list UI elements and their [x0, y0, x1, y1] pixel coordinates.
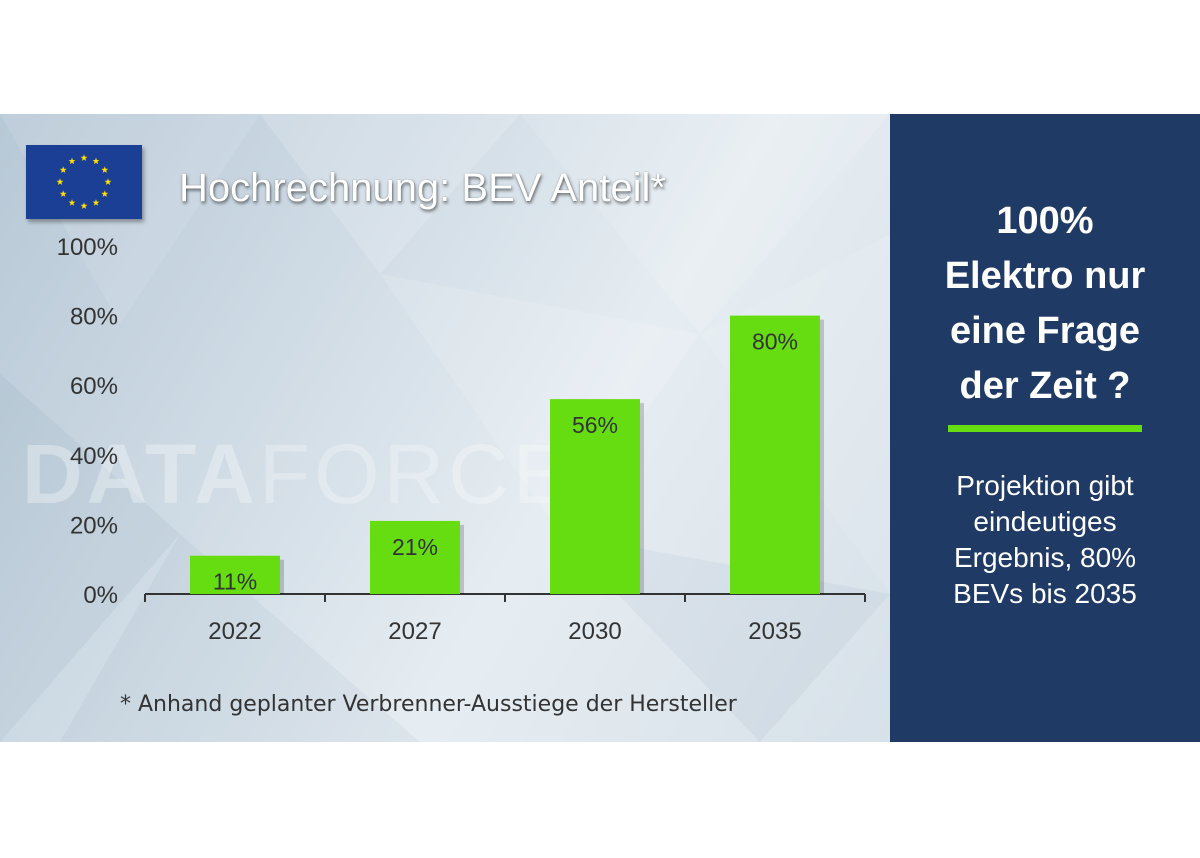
side-panel: 100% Elektro nur eine Frage der Zeit ? Proj…	[890, 114, 1200, 742]
bar-2030	[550, 399, 640, 594]
headline-line: eine Frage	[949, 310, 1141, 352]
x-tick-label: 2022	[208, 618, 261, 645]
side-headline: 100% Elektro nur eine Frage der Zeit ?	[900, 194, 1190, 414]
chart-panel: DATAFORCE Hochrechnung: BEV Anteil* 0% 20…	[0, 114, 890, 742]
bar-2022	[190, 555, 280, 594]
x-tick-label: 2027	[388, 618, 441, 645]
side-body: Projektion gibt eindeutiges Ergebnis, 80% B…	[910, 468, 1180, 612]
bar-value-label: 80%	[752, 329, 798, 355]
body-line: eindeutiges	[973, 506, 1117, 537]
flag-star	[101, 190, 109, 197]
flag-star	[92, 157, 100, 165]
bar-chart: 0% 20% 40% 60% 80% 100% 11% 2022 21% 2027 56% 2030 8…	[57, 234, 866, 645]
watermark-bold: DATA	[22, 427, 259, 521]
flag-star	[104, 178, 112, 185]
y-tick-label: 60%	[70, 373, 118, 400]
flag-star	[59, 190, 67, 197]
slide: DATAFORCE Hochrechnung: BEV Anteil* 0% 20…	[0, 114, 1200, 742]
flag-star	[59, 166, 67, 173]
x-tick-label: 2035	[748, 618, 801, 645]
flag-star	[80, 154, 88, 161]
flag-star	[68, 199, 76, 206]
y-tick-label: 100%	[57, 234, 118, 261]
headline-line: 100%	[996, 200, 1094, 242]
flag-star	[80, 202, 88, 209]
eu-flag-icon	[26, 145, 142, 219]
body-line: Ergebnis, 80%	[953, 542, 1137, 573]
watermark: DATAFORCE	[22, 426, 573, 523]
headline-line: der Zeit ?	[959, 365, 1131, 407]
x-tick-label: 2030	[568, 618, 621, 645]
flag-star	[92, 199, 100, 206]
y-tick-label: 40%	[70, 443, 118, 470]
y-tick-label: 0%	[83, 582, 118, 609]
y-tick-label: 20%	[70, 512, 118, 539]
footnote: * Anhand geplanter Verbrenner-Ausstiege …	[120, 692, 737, 717]
bar-2027	[370, 520, 460, 594]
chart-title: Hochrechnung: BEV Anteil*	[179, 166, 666, 210]
flag-star	[56, 178, 64, 185]
watermark-light: FORCE	[258, 427, 573, 521]
bar-value-label: 21%	[392, 534, 438, 560]
bar-value-label: 11%	[213, 569, 257, 595]
flag-star	[101, 166, 109, 173]
bar-2035	[730, 315, 820, 594]
body-line: BEVs bis 2035	[953, 578, 1137, 609]
y-tick-label: 80%	[70, 304, 118, 331]
headline-line: Elektro nur	[944, 255, 1146, 297]
body-line: Projektion gibt	[956, 470, 1134, 501]
flag-star	[68, 157, 76, 165]
bar-value-label: 56%	[572, 412, 618, 438]
side-divider	[948, 425, 1142, 432]
